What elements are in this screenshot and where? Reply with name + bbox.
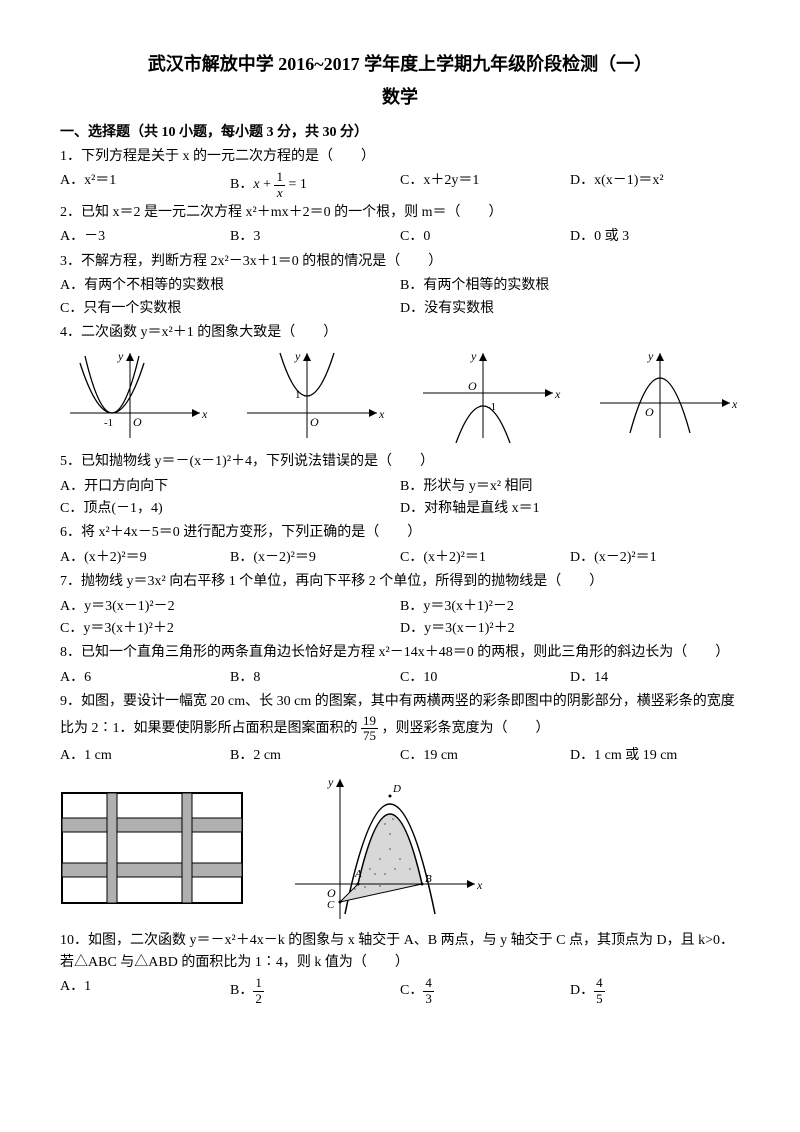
q8-B: B．8 <box>230 667 400 689</box>
svg-text:O: O <box>133 415 142 429</box>
q5-stem: 5．已知抛物线 y＝－(x－1)²＋4，下列说法错误的是（ ） <box>60 451 740 473</box>
q5-options: A．开口方向向下 B．形状与 y＝x² 相同 C．顶点(－1，4) D．对称轴是… <box>60 476 740 521</box>
svg-text:y: y <box>470 349 477 363</box>
svg-text:x: x <box>378 407 385 421</box>
q3-A: A．有两个不相等的实数根 <box>60 275 400 297</box>
svg-text:y: y <box>647 349 654 363</box>
svg-text:x: x <box>731 397 738 411</box>
q4-stem: 4．二次函数 y＝x²＋1 的图象大致是（ ） <box>60 322 740 344</box>
page-title-1: 武汉市解放中学 2016~2017 学年度上学期九年级阶段检测（一） <box>60 50 740 79</box>
svg-text:y: y <box>294 349 301 363</box>
q7-A: A．y＝3(x－1)²－2 <box>60 596 400 618</box>
svg-text:y: y <box>327 775 334 789</box>
q9-D: D．1 cm 或 19 cm <box>570 745 740 767</box>
q3-options: A．有两个不相等的实数根 B．有两个相等的实数根 C．只有一个实数根 D．没有实… <box>60 275 740 320</box>
q8-A: A．6 <box>60 667 230 689</box>
q6-D: D．(x－2)²＝1 <box>570 547 740 569</box>
q4-graph-C: x y O -1 <box>413 348 563 443</box>
q10-C: C．43 <box>400 976 570 1006</box>
q10-options: A．1 B．12 C．43 D．45 <box>60 976 740 1006</box>
svg-text:D: D <box>392 783 401 795</box>
q2-D: D．0 或 3 <box>570 226 740 248</box>
q7-C: C．y＝3(x＋1)²＋2 <box>60 618 400 640</box>
q5-C: C．顶点(－1，4) <box>60 498 400 520</box>
q1-B-post: = 1 <box>288 177 306 192</box>
svg-text:A: A <box>354 868 362 880</box>
svg-text:O: O <box>645 405 654 419</box>
svg-text:y: y <box>117 349 124 363</box>
q9-fig-stripes <box>60 791 245 906</box>
q2-stem: 2．已知 x＝2 是一元二次方程 x²＋mx＋2＝0 的一个根，则 m＝（ ） <box>60 202 740 224</box>
q6-A: A．(x＋2)²＝9 <box>60 547 230 569</box>
q4-graph-B: x y O 1 <box>237 348 387 443</box>
q2-C: C．0 <box>400 226 570 248</box>
q1-options: A．x²＝1 B．x + 1x = 1 C．x＋2y＝1 D．x(x－1)＝x² <box>60 170 740 200</box>
q3-stem: 3．不解方程，判断方程 2x²－3x＋1＝0 的根的情况是（ ） <box>60 251 740 273</box>
svg-text:C: C <box>327 899 335 911</box>
q6-C: C．(x＋2)²＝1 <box>400 547 570 569</box>
q9-fig-parabola: x y O A B C D <box>285 774 485 924</box>
q10-B: B．12 <box>230 976 400 1006</box>
q5-A: A．开口方向向下 <box>60 476 400 498</box>
q4-graphs: x y O -1 x y O 1 x y O -1 x y O <box>60 348 740 443</box>
q6-B: B．(x－2)²＝9 <box>230 547 400 569</box>
svg-text:-1: -1 <box>104 417 113 429</box>
q3-C: C．只有一个实数根 <box>60 298 400 320</box>
q1-stem: 1．下列方程是关于 x 的一元二次方程的是（ ） <box>60 146 740 168</box>
q9-frac: 1975 <box>361 714 378 744</box>
q10-A: A．1 <box>60 976 230 1006</box>
q9-stem-post: ，则竖彩条宽度为（ ） <box>378 721 550 736</box>
q9-A: A．1 cm <box>60 745 230 767</box>
q10-C-pre: C． <box>400 983 423 998</box>
q8-stem: 8．已知一个直角三角形的两条直角边长恰好是方程 x²－14x＋48＝0 的两根，… <box>60 642 740 664</box>
q1-C: C．x＋2y＝1 <box>400 170 570 200</box>
q7-options: A．y＝3(x－1)²－2 B．y＝3(x＋1)²－2 C．y＝3(x＋1)²＋… <box>60 596 740 641</box>
page-title-2: 数学 <box>60 83 740 112</box>
q9-figures: x y O A B C D <box>60 774 740 924</box>
q1-D: D．x(x－1)＝x² <box>570 170 740 200</box>
q7-stem: 7．抛物线 y＝3x² 向右平移 1 个单位，再向下平移 2 个单位，所得到的抛… <box>60 571 740 593</box>
q7-D: D．y＝3(x－1)²＋2 <box>400 618 740 640</box>
q9-B: B．2 cm <box>230 745 400 767</box>
q2-B: B．3 <box>230 226 400 248</box>
q10-B-pre: B． <box>230 983 253 998</box>
q9-options: A．1 cm B．2 cm C．19 cm D．1 cm 或 19 cm <box>60 745 740 767</box>
svg-text:B: B <box>425 873 432 885</box>
q1-B-pre: B． <box>230 177 253 192</box>
q6-options: A．(x＋2)²＝9 B．(x－2)²＝9 C．(x＋2)²＝1 D．(x－2)… <box>60 547 740 569</box>
q2-A: A．－3 <box>60 226 230 248</box>
q3-B: B．有两个相等的实数根 <box>400 275 740 297</box>
svg-text:x: x <box>201 407 208 421</box>
svg-text:x: x <box>554 387 561 401</box>
svg-text:O: O <box>327 886 336 900</box>
q5-B: B．形状与 y＝x² 相同 <box>400 476 740 498</box>
q10-D: D．45 <box>570 976 740 1006</box>
svg-text:x: x <box>476 878 483 892</box>
q8-D: D．14 <box>570 667 740 689</box>
q5-D: D．对称轴是直线 x＝1 <box>400 498 740 520</box>
svg-text:O: O <box>468 379 477 393</box>
q1-B: B．x + 1x = 1 <box>230 170 400 200</box>
q7-B: B．y＝3(x＋1)²－2 <box>400 596 740 618</box>
q8-options: A．6 B．8 C．10 D．14 <box>60 667 740 689</box>
q3-D: D．没有实数根 <box>400 298 740 320</box>
q4-graph-D: x y O <box>590 348 740 443</box>
q8-C: C．10 <box>400 667 570 689</box>
q4-graph-A: x y O -1 <box>60 348 210 443</box>
q9-C: C．19 cm <box>400 745 570 767</box>
q10-D-pre: D． <box>570 983 594 998</box>
q1-B-frac: 1x <box>274 170 285 200</box>
section-heading: 一、选择题（共 10 小题，每小题 3 分，共 30 分） <box>60 122 740 144</box>
q6-stem: 6．将 x²＋4x－5＝0 进行配方变形，下列正确的是（ ） <box>60 522 740 544</box>
q9-stem: 9．如图，要设计一幅宽 20 cm、长 30 cm 的图案，其中有两横两竖的彩条… <box>60 691 740 743</box>
q2-options: A．－3 B．3 C．0 D．0 或 3 <box>60 226 740 248</box>
svg-text:O: O <box>310 415 319 429</box>
q1-A: A．x²＝1 <box>60 170 230 200</box>
q10-stem: 10．如图，二次函数 y＝－x²＋4x－k 的图象与 x 轴交于 A、B 两点，… <box>60 930 740 975</box>
